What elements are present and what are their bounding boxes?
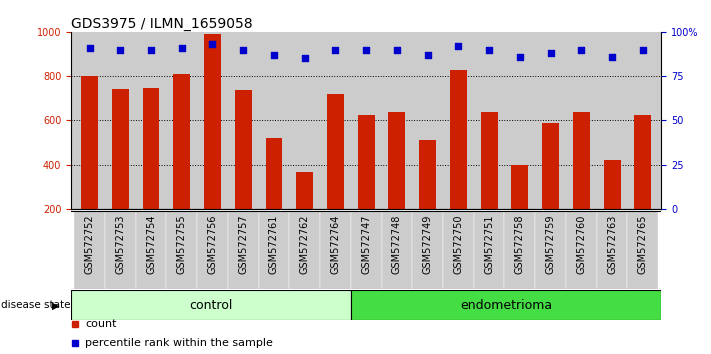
Bar (259, 211, 289, 289)
Bar (511, 165, 528, 209)
Bar (136, 211, 166, 289)
Bar (265, 138, 282, 209)
Bar (474, 211, 505, 289)
Bar (566, 211, 597, 289)
Bar (627, 211, 658, 289)
Point (453, 43, 464, 49)
Text: control: control (189, 299, 232, 312)
Bar (71, 290, 351, 320)
Text: count: count (85, 319, 117, 329)
Text: GSM572758: GSM572758 (515, 215, 525, 274)
Text: GSM572761: GSM572761 (269, 215, 279, 274)
Point (576, 47, 587, 52)
Text: GSM572751: GSM572751 (484, 215, 494, 274)
Bar (320, 211, 351, 289)
Bar (382, 211, 412, 289)
Text: GSM572756: GSM572756 (208, 215, 218, 274)
Bar (228, 211, 259, 289)
Text: GSM572759: GSM572759 (545, 215, 555, 274)
Text: GSM572765: GSM572765 (638, 215, 648, 274)
Point (237, 47, 249, 52)
Point (176, 45, 188, 51)
Bar (573, 112, 589, 209)
Bar (173, 74, 191, 209)
Text: GSM572760: GSM572760 (577, 215, 587, 274)
Point (606, 54, 618, 59)
Text: GSM572753: GSM572753 (115, 215, 125, 274)
Text: percentile rank within the sample: percentile rank within the sample (85, 338, 273, 348)
Bar (505, 211, 535, 289)
Bar (74, 211, 105, 289)
Bar (419, 140, 436, 209)
Bar (112, 89, 129, 209)
Text: ▶: ▶ (51, 300, 59, 310)
Bar (604, 160, 621, 209)
Bar (450, 70, 467, 209)
Point (299, 56, 311, 61)
Text: GDS3975 / ILMN_1659058: GDS3975 / ILMN_1659058 (71, 17, 252, 31)
Bar (443, 211, 474, 289)
Bar (327, 94, 344, 209)
Text: GSM572749: GSM572749 (422, 215, 432, 274)
Bar (296, 172, 313, 209)
Text: GSM572762: GSM572762 (300, 215, 310, 274)
Point (207, 41, 218, 47)
Bar (388, 112, 405, 209)
Bar (289, 211, 320, 289)
Point (422, 52, 433, 58)
Point (268, 52, 279, 58)
Point (637, 47, 648, 52)
Bar (81, 76, 98, 209)
Text: GSM572747: GSM572747 (361, 215, 371, 274)
Point (330, 47, 341, 52)
Text: disease state: disease state (1, 300, 70, 310)
Text: GSM572748: GSM572748 (392, 215, 402, 274)
Bar (597, 211, 627, 289)
Point (360, 47, 372, 52)
Bar (634, 115, 651, 209)
Bar (235, 91, 252, 209)
Bar (358, 115, 375, 209)
Bar (143, 88, 159, 209)
Text: GSM572755: GSM572755 (177, 215, 187, 274)
Bar (481, 112, 498, 209)
Point (145, 47, 156, 52)
Bar (535, 211, 566, 289)
Text: GSM572764: GSM572764 (331, 215, 341, 274)
Bar (351, 290, 661, 320)
Bar (105, 211, 136, 289)
Text: GSM572754: GSM572754 (146, 215, 156, 274)
Text: GSM572757: GSM572757 (238, 215, 248, 274)
Bar (412, 211, 443, 289)
Bar (542, 123, 559, 209)
Point (514, 54, 525, 59)
Point (84, 45, 95, 51)
Point (114, 47, 126, 52)
Bar (204, 34, 221, 209)
Bar (166, 211, 197, 289)
Text: endometrioma: endometrioma (460, 299, 552, 312)
Text: GSM572750: GSM572750 (454, 215, 464, 274)
Point (545, 50, 556, 56)
Bar (351, 211, 382, 289)
Point (483, 47, 495, 52)
Text: GSM572752: GSM572752 (85, 215, 95, 274)
Text: GSM572763: GSM572763 (607, 215, 617, 274)
Bar (197, 211, 228, 289)
Point (391, 47, 402, 52)
